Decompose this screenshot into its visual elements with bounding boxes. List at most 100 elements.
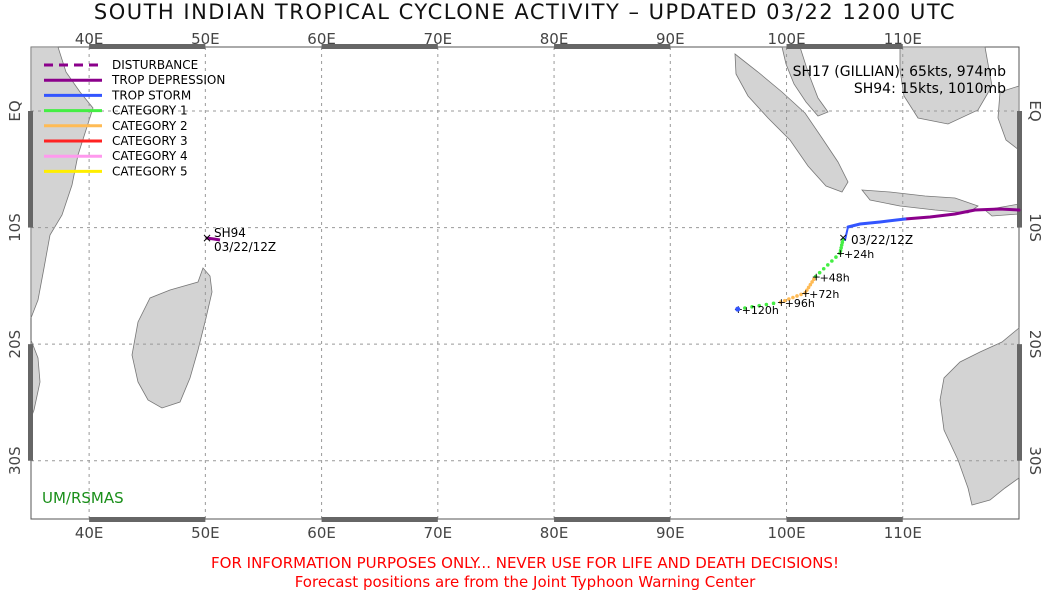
- legend-label: CATEGORY 1: [112, 104, 188, 118]
- lon-label-bottom-60E: 60E: [307, 524, 336, 542]
- forecast-dot: [830, 259, 834, 263]
- sh17-track: [844, 207, 1021, 241]
- lat-label-left-20S: 20S: [6, 330, 24, 359]
- legend-item-1: DISTURBANCE: [44, 58, 198, 72]
- sh94-name: SH94: [214, 226, 246, 240]
- legend-label: CATEGORY 4: [112, 149, 188, 163]
- lon-label-bottom-40E: 40E: [75, 524, 104, 542]
- lon-label-bottom-50E: 50E: [191, 524, 220, 542]
- legend-label: CATEGORY 3: [112, 134, 188, 148]
- forecast-dot: [771, 301, 776, 306]
- land-masses: [30, 46, 1020, 506]
- sh17-track-depression-start: [844, 226, 849, 241]
- forecast-dot: [803, 291, 807, 295]
- legend-item-8: CATEGORY 5: [44, 164, 188, 178]
- storm-info-gillian: SH17 (GILLIAN): 65kts, 974mb: [793, 64, 1006, 80]
- sh94-marker: × SH94 03/22/12Z: [202, 226, 276, 254]
- forecast-dot: [825, 263, 830, 267]
- sh94-cross-icon: ×: [202, 231, 212, 245]
- lon-label-bottom-90E: 90E: [656, 524, 685, 542]
- sh94-time: 03/22/12Z: [214, 240, 276, 254]
- sh17-track-depression: [903, 207, 1021, 221]
- disclaimer-line1: FOR INFORMATION PURPOSES ONLY... NEVER U…: [211, 554, 839, 572]
- lat-label-left-30S: 30S: [6, 446, 24, 475]
- legend-label: DISTURBANCE: [112, 58, 198, 72]
- lon-label-top-60E: 60E: [307, 30, 336, 48]
- forecast-end-dot: [735, 306, 741, 312]
- lon-label-bottom-110E: 110E: [884, 524, 922, 542]
- forecast-dot: [778, 300, 783, 304]
- forecast-marker-+48h: +: [812, 271, 821, 284]
- forecast-label-+120h: +120h: [742, 304, 779, 317]
- forecast-dot: [834, 255, 838, 259]
- lon-label-top-90E: 90E: [656, 30, 685, 48]
- legend-item-4: CATEGORY 1: [44, 104, 188, 118]
- forecast-dot: [812, 277, 816, 282]
- disclaimer-line2: Forecast positions are from the Joint Ty…: [294, 573, 756, 591]
- lon-label-bottom-80E: 80E: [540, 524, 569, 542]
- forecast-dot: [791, 295, 795, 300]
- frame-bar-top: [554, 44, 671, 49]
- forecast-marker-+72h: +: [801, 287, 810, 300]
- sh94-track: [205, 236, 221, 242]
- frame-bar-left: [28, 344, 33, 461]
- axis-decorations: 40E 40E 50E 50E 60E 60E 70E 70E 80E 80E 90E 90E 100E…: [6, 30, 1044, 542]
- frame-bar-bottom: [554, 517, 671, 522]
- forecast-dot: [839, 243, 844, 247]
- forecast-marker-+96h: +: [777, 296, 786, 309]
- lat-label-right-20S: 20S: [1026, 330, 1044, 359]
- forecast-dot: [813, 274, 818, 279]
- forecast-dot: [838, 251, 842, 256]
- forecast-dot: [810, 280, 814, 284]
- forecast-label-+48h: +48h: [820, 272, 850, 285]
- frame-bar-right: [1017, 111, 1022, 228]
- forecast-dot: [806, 285, 811, 290]
- forecast-dot: [782, 298, 787, 303]
- forecast-dot: [841, 237, 845, 242]
- legend-label: TROP DEPRESSION: [111, 73, 225, 87]
- legend-label: TROP STORM: [111, 88, 191, 102]
- forecast-dot: [750, 305, 754, 309]
- frame-bar-right: [1017, 344, 1022, 461]
- legend-item-5: CATEGORY 2: [44, 119, 188, 133]
- lat-label-right-EQ: EQ: [1026, 100, 1044, 121]
- frame-bar-bottom: [786, 517, 903, 522]
- borneo-island: [899, 46, 993, 125]
- madagascar-island: [131, 267, 213, 409]
- storm-info-sh94: SH94: 15kts, 1010mb: [854, 81, 1006, 97]
- sh17-current-cross-icon: ×: [838, 231, 847, 244]
- lon-label-top-70E: 70E: [424, 30, 453, 48]
- lon-label-top-100E: 100E: [767, 30, 805, 48]
- map-frame: [30, 46, 1020, 520]
- forecast-dot: [839, 245, 843, 250]
- lat-label-left-10S: 10S: [6, 213, 24, 242]
- sh17-track-storm: [846, 217, 907, 229]
- sumatra-island: [734, 53, 849, 193]
- lon-label-top-50E: 50E: [191, 30, 220, 48]
- forecast-dot: [757, 303, 762, 308]
- malay-peninsula: [781, 46, 829, 117]
- lat-label-right-30S: 30S: [1026, 446, 1044, 475]
- sh17-time: 03/22/12Z: [851, 233, 913, 247]
- forecast-dot: [795, 294, 799, 298]
- forecast-dot: [805, 288, 809, 292]
- forecast-dot: [743, 306, 747, 310]
- lat-label-left-EQ: EQ: [6, 100, 24, 121]
- legend-label: CATEGORY 5: [112, 164, 188, 178]
- credit-label: UM/RSMAS: [42, 489, 124, 507]
- legend-label: CATEGORY 2: [112, 119, 188, 133]
- lon-label-bottom-70E: 70E: [424, 524, 453, 542]
- frame-bar-bottom: [89, 517, 206, 522]
- forecast-dot: [817, 270, 822, 275]
- frame-bar-top: [321, 44, 438, 49]
- frame-bar-top: [89, 44, 206, 49]
- map-title: SOUTH INDIAN TROPICAL CYCLONE ACTIVITY –…: [93, 0, 957, 24]
- legend-item-3: TROP STORM: [44, 88, 191, 102]
- forecast-label-+72h: +72h: [809, 288, 839, 301]
- lat-label-right-10S: 10S: [1026, 213, 1044, 242]
- forecast-dot: [799, 292, 803, 297]
- lon-label-top-110E: 110E: [884, 30, 922, 48]
- legend-item-6: CATEGORY 3: [44, 134, 188, 148]
